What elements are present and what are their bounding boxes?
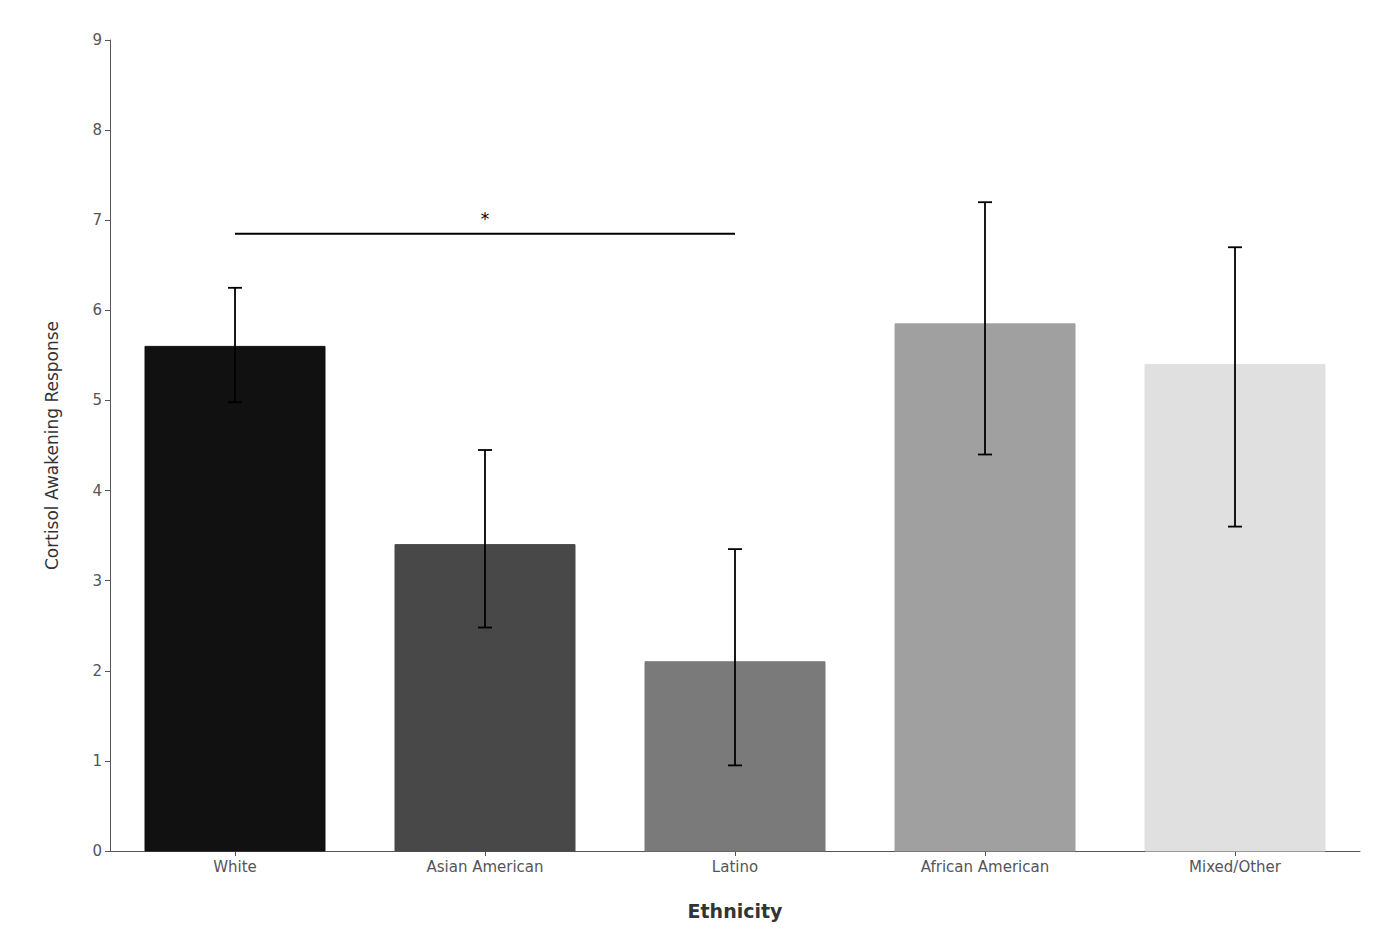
svg-text:3: 3 <box>92 572 102 590</box>
svg-text:6: 6 <box>92 301 102 319</box>
svg-text:1: 1 <box>92 752 102 770</box>
svg-text:Ethnicity: Ethnicity <box>688 900 783 922</box>
svg-text:2: 2 <box>92 662 102 680</box>
svg-text:0: 0 <box>92 842 102 860</box>
svg-text:White: White <box>213 858 257 876</box>
svg-text:7: 7 <box>92 211 102 229</box>
svg-text:Latino: Latino <box>712 858 758 876</box>
svg-text:4: 4 <box>92 482 102 500</box>
svg-text:9: 9 <box>92 31 102 49</box>
svg-text:5: 5 <box>92 391 102 409</box>
svg-text:Cortisol Awakening Response: Cortisol Awakening Response <box>42 321 62 570</box>
svg-text:8: 8 <box>92 121 102 139</box>
svg-text:African American: African American <box>921 858 1049 876</box>
svg-text:Mixed/Other: Mixed/Other <box>1189 858 1282 876</box>
svg-text:*: * <box>481 209 490 229</box>
svg-text:Asian American: Asian American <box>426 858 543 876</box>
